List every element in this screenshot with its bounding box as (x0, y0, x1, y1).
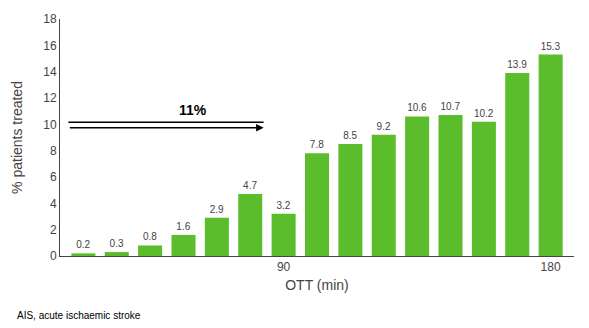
svg-text:% patients treated: % patients treated (9, 81, 25, 194)
svg-text:2: 2 (50, 223, 57, 237)
svg-text:0: 0 (50, 249, 57, 263)
svg-text:13.9: 13.9 (507, 59, 527, 70)
svg-text:180: 180 (541, 260, 561, 274)
svg-text:90: 90 (277, 260, 291, 274)
svg-text:7.8: 7.8 (310, 139, 324, 150)
svg-text:18: 18 (43, 12, 57, 26)
svg-text:AIS, acute ischaemic stroke: AIS, acute ischaemic stroke (17, 310, 141, 321)
svg-text:9.2: 9.2 (377, 121, 391, 132)
svg-text:14: 14 (43, 65, 57, 79)
svg-text:12: 12 (43, 91, 57, 105)
svg-text:0.2: 0.2 (76, 239, 90, 250)
svg-text:8.5: 8.5 (343, 130, 357, 141)
svg-text:6: 6 (50, 170, 57, 184)
svg-text:OTT (min): OTT (min) (285, 277, 349, 293)
svg-text:0.3: 0.3 (110, 238, 124, 249)
svg-text:8: 8 (50, 144, 57, 158)
svg-text:10: 10 (43, 118, 57, 132)
svg-text:15.3: 15.3 (541, 41, 561, 52)
svg-text:3.2: 3.2 (276, 200, 290, 211)
svg-text:16: 16 (43, 39, 57, 53)
svg-text:10.2: 10.2 (474, 108, 494, 119)
svg-text:4.7: 4.7 (243, 180, 257, 191)
svg-text:10.6: 10.6 (407, 102, 427, 113)
svg-text:1.6: 1.6 (176, 221, 190, 232)
svg-text:2.9: 2.9 (210, 204, 224, 215)
svg-text:11%: 11% (179, 102, 207, 118)
svg-text:0.8: 0.8 (143, 231, 157, 242)
svg-text:4: 4 (50, 197, 57, 211)
svg-text:10.7: 10.7 (441, 101, 461, 112)
